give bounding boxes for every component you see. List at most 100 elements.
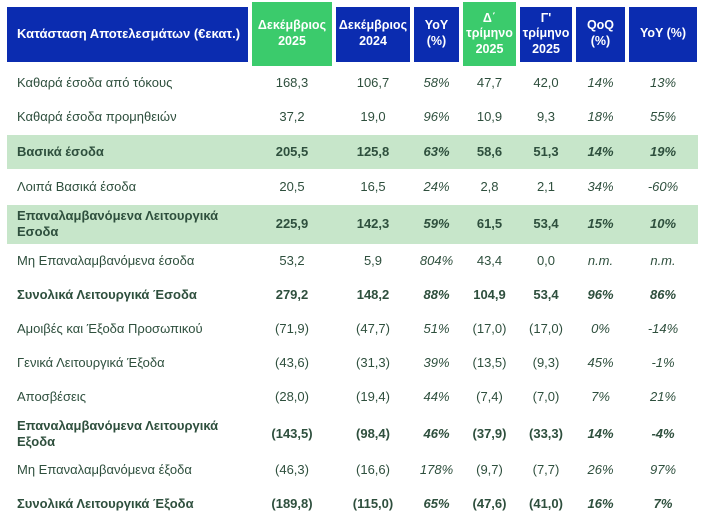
- cell-value: 88%: [423, 287, 450, 303]
- table-row: Βασικά έσοδα 205,5 125,8 63% 58,6 51,3 14% 19%: [7, 135, 698, 169]
- cell-value: 20,5: [279, 178, 305, 194]
- cell-value: 14%: [587, 425, 614, 441]
- cell-value: 205,5: [275, 143, 309, 159]
- cell-value: (46,3): [275, 461, 309, 477]
- cell-value: 0%: [591, 321, 610, 337]
- table-row: Γενικά Λειτουργικά Έξοδα (43,6) (31,3) 39% (…: [7, 347, 698, 381]
- cell-value: 148,2: [356, 287, 390, 303]
- cell-value: (98,4): [356, 425, 390, 441]
- cell-value: 21%: [649, 389, 677, 405]
- table-title-cell: Κατάσταση Αποτελεσμάτων (€εκατ.): [7, 6, 248, 62]
- cell-value: 55%: [649, 108, 677, 124]
- row-label: Καθαρά έσοδα προμηθειών: [17, 108, 177, 124]
- cell-value: (16,6): [356, 461, 390, 477]
- cell-value: (47,7): [356, 321, 390, 337]
- cell-value: (7,4): [476, 389, 503, 405]
- cell-value: 7%: [591, 389, 610, 405]
- cell-value: 19%: [649, 143, 677, 159]
- cell-value: 58,6: [476, 143, 503, 159]
- cell-value: (17,0): [472, 321, 507, 337]
- cell-value: 61,5: [476, 216, 503, 232]
- table-header-row: Κατάσταση Αποτελεσμάτων (€εκατ.) Δεκέμβρ…: [7, 2, 698, 66]
- cell-value: (28,0): [275, 389, 309, 405]
- table-row: Επαναλαμβανόμενα Λειτουργικά Εξοδα (143,5…: [7, 415, 698, 454]
- cell-value: 46%: [423, 425, 450, 441]
- column-header-3: Δ΄ τρίμηνο 2025: [463, 2, 516, 66]
- cell-value: 19,0: [360, 108, 386, 124]
- cell-value: (115,0): [352, 495, 394, 511]
- cell-value: 168,3: [275, 74, 309, 90]
- cell-value: 47,7: [476, 74, 503, 90]
- cell-value: (13,5): [472, 355, 507, 371]
- cell-value: 96%: [423, 108, 450, 124]
- table-row: Συνολικά Λειτουργικά Έξοδα (189,8) (115,0)…: [7, 487, 698, 521]
- cell-value: -4%: [651, 425, 675, 441]
- cell-value: 26%: [587, 461, 614, 477]
- table-row: Καθαρά έσοδα από τόκους 168,3 106,7 58% 47,7…: [7, 66, 698, 100]
- cell-value: (31,3): [356, 355, 390, 371]
- column-header-6: YoY (%): [629, 6, 697, 62]
- cell-value: 97%: [649, 461, 677, 477]
- cell-value: (189,8): [271, 495, 313, 511]
- table-row: Μη Επαναλαμβανόμενα έσοδα 53,2 5,9 804% 43,4…: [7, 245, 698, 279]
- row-label: Επαναλαμβανόμενα Λειτουργικά Εσοδα: [17, 208, 219, 240]
- cell-value: 804%: [419, 253, 454, 269]
- cell-value: 63%: [423, 143, 450, 159]
- cell-value: n.m.: [650, 253, 676, 269]
- cell-value: 53,2: [279, 253, 305, 269]
- row-label: Συνολικά Λειτουργικά Έσοδα: [17, 287, 197, 303]
- cell-value: (17,0): [529, 321, 563, 337]
- column-header-0: Δεκέμβριος 2025: [252, 2, 332, 66]
- income-statement-table: Κατάσταση Αποτελεσμάτων (€εκατ.) Δεκέμβρ…: [7, 2, 698, 521]
- row-label: Βασικά έσοδα: [17, 143, 104, 159]
- cell-value: 2,8: [480, 178, 499, 194]
- cell-value: (47,6): [472, 495, 507, 511]
- cell-value: 96%: [587, 287, 614, 303]
- cell-value: 10%: [649, 216, 677, 232]
- cell-value: 14%: [587, 74, 614, 90]
- cell-value: 14%: [587, 143, 614, 159]
- cell-value: 279,2: [275, 287, 309, 303]
- cell-value: (41,0): [529, 495, 563, 511]
- row-label: Συνολικά Λειτουργικά Έξοδα: [17, 495, 194, 511]
- cell-value: 58%: [423, 74, 450, 90]
- row-label: Μη Επαναλαμβανόμενα έξοδα: [17, 461, 192, 477]
- cell-value: 24%: [423, 178, 450, 194]
- cell-value: (9,7): [476, 461, 503, 477]
- cell-value: (71,9): [275, 321, 309, 337]
- cell-value: 86%: [649, 287, 677, 303]
- cell-value: 44%: [423, 389, 450, 405]
- cell-value: (7,0): [532, 389, 560, 405]
- cell-value: (143,5): [271, 425, 313, 441]
- table-body: Καθαρά έσοδα από τόκους 168,3 106,7 58% 47,7…: [7, 66, 698, 521]
- row-label: Επαναλαμβανόμενα Λειτουργικά Εξοδα: [17, 417, 219, 449]
- table-row: Αμοιβές και Έξοδα Προσωπικού (71,9) (47,7)…: [7, 313, 698, 347]
- table-row: Επαναλαμβανόμενα Λειτουργικά Εσοδα 225,9 1…: [7, 205, 698, 244]
- cell-value: 59%: [423, 216, 450, 232]
- row-label: Γενικά Λειτουργικά Έξοδα: [17, 355, 165, 371]
- cell-value: 104,9: [473, 287, 506, 303]
- cell-value: 106,7: [356, 74, 390, 90]
- cell-value: 9,3: [536, 108, 556, 124]
- cell-value: 225,9: [275, 216, 309, 232]
- table-row: Καθαρά έσοδα προμηθειών 37,2 19,0 96% 10,9 9,…: [7, 100, 698, 134]
- cell-value: (19,4): [356, 389, 390, 405]
- cell-value: -60%: [647, 178, 679, 194]
- cell-value: 125,8: [356, 143, 390, 159]
- cell-value: 51,3: [533, 143, 559, 159]
- row-label: Καθαρά έσοδα από τόκους: [17, 74, 173, 90]
- cell-value: 142,3: [356, 216, 390, 232]
- column-header-2: YoY (%): [414, 6, 459, 62]
- cell-value: 43,4: [476, 253, 503, 269]
- cell-value: 45%: [587, 355, 614, 371]
- cell-value: 16%: [587, 495, 614, 511]
- cell-value: n.m.: [587, 253, 614, 269]
- cell-value: 5,9: [363, 253, 383, 269]
- table-row: Μη Επαναλαμβανόμενα έξοδα (46,3) (16,6) 178…: [7, 453, 698, 487]
- row-label: Αμοιβές και Έξοδα Προσωπικού: [17, 321, 203, 337]
- column-header-5: QoQ (%): [576, 6, 625, 62]
- cell-value: 10,9: [476, 108, 503, 124]
- cell-value: 0,0: [536, 253, 556, 269]
- cell-value: (7,7): [532, 461, 560, 477]
- cell-value: 15%: [587, 216, 614, 232]
